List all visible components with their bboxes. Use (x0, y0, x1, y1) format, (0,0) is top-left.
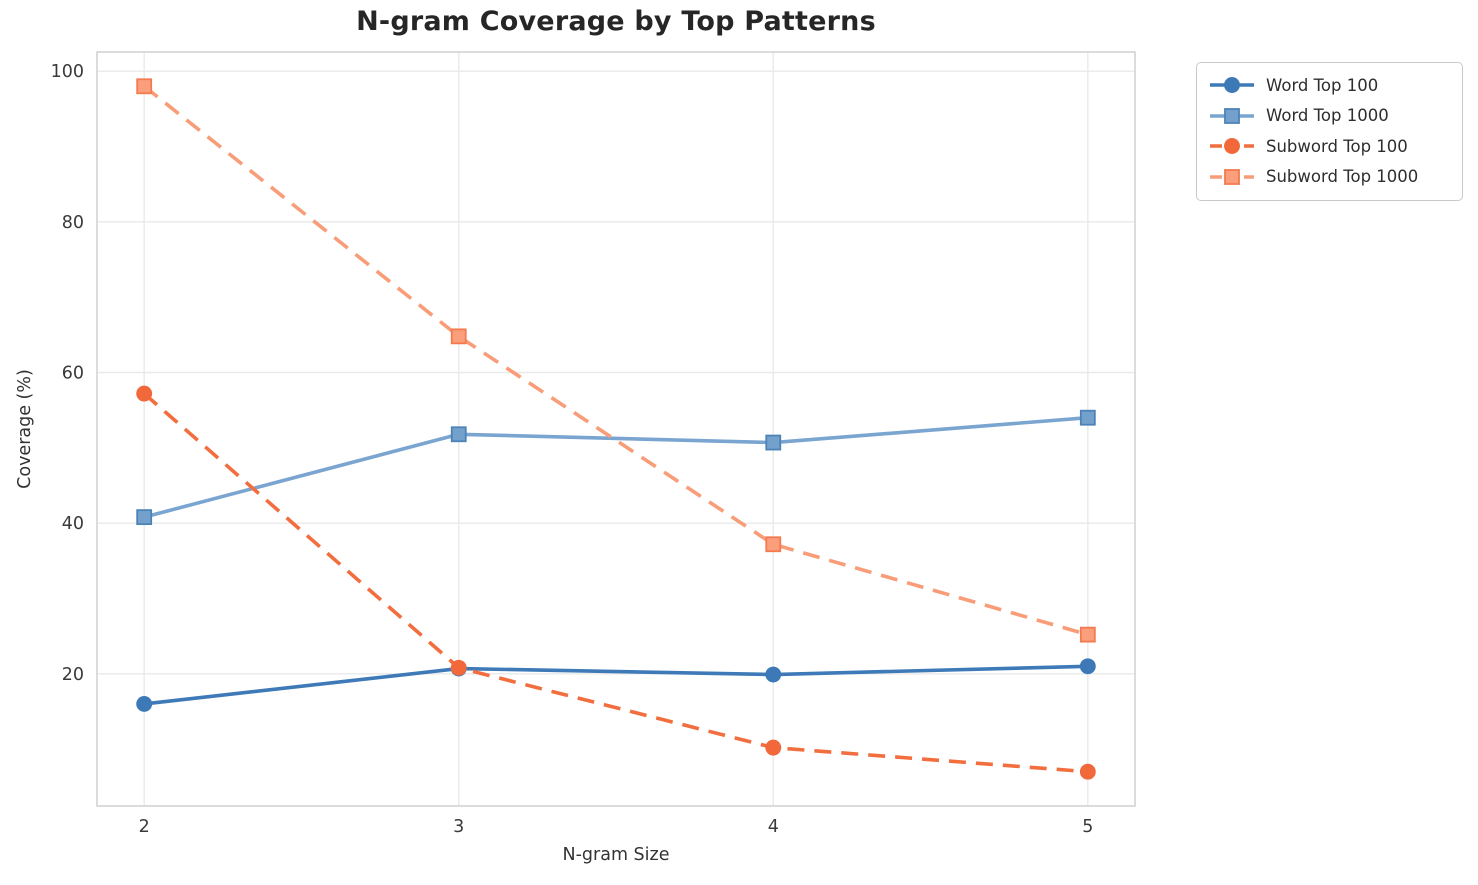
marker-subword-top-100 (136, 385, 153, 402)
marker-subword-top-100 (1079, 763, 1096, 780)
legend-label: Subword Top 1000 (1266, 167, 1419, 187)
series-word-top-100 (136, 658, 1096, 712)
marker-subword-top-1000 (136, 78, 153, 95)
legend-item-word-top-1000: Word Top 1000 (1209, 101, 1450, 132)
legend-item-subword-top-100: Subword Top 100 (1209, 131, 1450, 162)
marker-subword-top-1000 (765, 536, 782, 553)
y-tick-label: 100 (51, 62, 84, 82)
x-axis-label: N-gram Size (562, 845, 670, 865)
series-subword-top-100 (136, 385, 1096, 780)
legend-item-subword-top-1000: Subword Top 1000 (1209, 162, 1450, 193)
legend-solid-line-circle-icon (1210, 77, 1254, 94)
marker-word-top-1000 (765, 434, 782, 451)
marker-subword-top-100 (450, 659, 467, 676)
marker-word-top-1000 (1079, 409, 1096, 426)
marker-word-top-1000 (450, 426, 467, 443)
plot-border (96, 51, 1136, 807)
series-word-top-1000 (136, 409, 1096, 526)
series-line-subword-top-100 (142, 392, 1088, 774)
legend-dashed-line-square-icon (1210, 168, 1254, 185)
x-tick-label: 3 (453, 817, 464, 837)
series-subword-top-1000 (136, 78, 1096, 643)
y-tick-label: 20 (62, 665, 84, 685)
marker-word-top-1000 (136, 509, 153, 526)
legend-label: Word Top 1000 (1266, 106, 1389, 126)
y-axis-label: Coverage (%) (15, 369, 35, 489)
legend-dashed-line-circle-icon (1210, 138, 1254, 155)
legend-label: Subword Top 100 (1266, 136, 1408, 156)
marker-word-top-100 (136, 695, 153, 712)
legend-label: Word Top 100 (1266, 75, 1379, 95)
marker-subword-top-1000 (1079, 626, 1096, 643)
chart-title: N-gram Coverage by Top Patterns (356, 6, 876, 37)
y-tick-label: 40 (62, 514, 84, 534)
legend-solid-line-square-icon (1210, 107, 1254, 124)
tick-labels: 2 3 4 5 20 40 60 80 100 (51, 62, 1094, 837)
series-line-word-top-100 (143, 664, 1088, 706)
series-line-subword-top-1000 (143, 84, 1089, 637)
x-tick-label: 2 (139, 817, 150, 837)
marker-word-top-100 (765, 666, 782, 683)
legend: Word Top 100 Word Top 1000 Subword Top 100… (1196, 62, 1463, 201)
marker-subword-top-100 (765, 739, 782, 756)
marker-subword-top-1000 (450, 328, 467, 345)
series-line-word-top-1000 (143, 415, 1088, 519)
x-tick-label: 4 (768, 817, 779, 837)
y-tick-label: 60 (62, 364, 84, 384)
legend-item-word-top-100: Word Top 100 (1209, 70, 1450, 101)
x-tick-label: 5 (1082, 817, 1093, 837)
marker-word-top-100 (1079, 658, 1096, 675)
y-tick-label: 80 (62, 213, 84, 233)
